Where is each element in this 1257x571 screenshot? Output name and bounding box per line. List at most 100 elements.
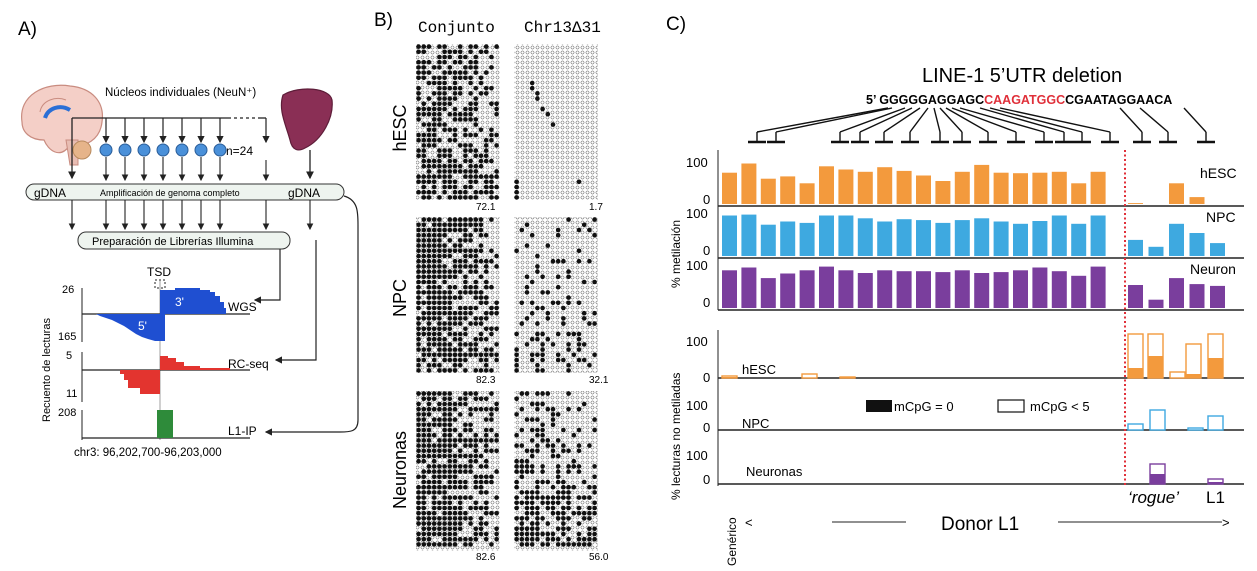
methylated-dot (416, 274, 421, 280)
methylated-dot (431, 521, 437, 526)
methylated-dot (437, 295, 442, 300)
meth-bar-neuron (1189, 284, 1205, 308)
methylated-dot (452, 269, 458, 274)
methylated-dot (592, 500, 597, 506)
methylated-dot (421, 300, 427, 306)
methylated-dot (426, 189, 432, 195)
methylated-dot (529, 357, 535, 363)
methylated-dot (447, 432, 453, 438)
methylated-dot (535, 253, 540, 259)
methylated-dot (431, 422, 437, 428)
methylated-dot (442, 427, 447, 433)
cpg-connector (979, 107, 1065, 133)
methylated-dot (457, 316, 463, 321)
methylated-dot (545, 243, 551, 248)
methylated-dot (426, 336, 432, 342)
methylated-dot (457, 331, 463, 337)
methylated-dot (457, 469, 463, 474)
seq-red: CAAGATGGC (984, 93, 1065, 107)
methylated-dot (545, 505, 551, 511)
methylated-dot (535, 510, 540, 516)
methylated-dot (437, 521, 442, 526)
methylated-dot (426, 531, 432, 537)
methylated-dot (468, 106, 473, 112)
methylated-dot (463, 443, 468, 448)
methylated-dot (489, 174, 494, 179)
methylated-dot (437, 248, 442, 254)
methylated-dot (457, 479, 463, 485)
methylated-dot (452, 516, 458, 521)
methylated-dot (447, 284, 453, 290)
methylated-dot (514, 184, 519, 190)
methylated-dot (483, 91, 489, 96)
methylated-dot (447, 174, 453, 179)
methylated-dot (431, 264, 437, 269)
methylated-dot (416, 443, 421, 448)
y-axis-read-count: Recuento de lecturas (41, 318, 53, 422)
methylated-dot (457, 396, 463, 402)
methylated-dot (529, 232, 535, 238)
methylated-dot (431, 352, 437, 358)
methylated-dot (426, 179, 432, 185)
methylated-dot (468, 232, 473, 238)
methylated-dot (571, 464, 577, 469)
methylated-dot (452, 310, 458, 316)
methylated-dot (550, 443, 556, 448)
unmethylated-bars (721, 333, 1224, 485)
methylated-dot (437, 316, 442, 321)
meth-bar-neuron (954, 270, 970, 308)
liver-icon (280, 88, 333, 151)
methylated-dot (426, 422, 432, 428)
meth-bar-hesc (838, 169, 854, 204)
methylated-dot (576, 531, 582, 537)
methylated-dot (550, 448, 556, 454)
cpg-connector (951, 107, 1017, 133)
methylated-dot (431, 174, 437, 179)
methylated-dot (431, 406, 437, 412)
methylated-dot (452, 264, 458, 269)
methylated-dot (535, 490, 540, 495)
methylated-dot (463, 258, 468, 264)
methylated-dot (457, 143, 463, 148)
methylated-dot (447, 269, 453, 274)
library-prep-label: Preparación de Librerías Illumina (92, 236, 254, 248)
methylated-dot (478, 490, 484, 495)
methylated-dot (463, 495, 468, 500)
tick-0-lower-3: 0 (703, 472, 710, 487)
nuclei-dots (99, 143, 227, 157)
seq-prefix: 5’ (866, 93, 876, 107)
methylated-dot (473, 479, 479, 485)
methylated-dot (555, 542, 561, 547)
methylated-dot (447, 505, 453, 511)
methylated-dot (431, 490, 437, 495)
methylated-dot (489, 474, 494, 480)
methylated-dot (437, 101, 442, 107)
methylated-dot (524, 516, 530, 521)
methylated-dot (545, 316, 551, 321)
methylated-dot (416, 75, 421, 81)
matrix-background (416, 44, 500, 200)
methylated-dot (442, 357, 447, 363)
methylated-dot (473, 70, 479, 75)
methylated-dot (494, 132, 499, 138)
methylated-dot (437, 352, 442, 358)
methylated-dot (540, 516, 545, 521)
methylated-dot (566, 269, 571, 274)
methylated-dot (473, 195, 479, 200)
methylated-dot (473, 526, 479, 532)
methylated-dot (540, 347, 545, 352)
methylated-dot (519, 391, 525, 396)
methylated-dot (457, 505, 463, 511)
methylated-dot (447, 521, 453, 526)
methylated-dot (489, 127, 494, 133)
methylated-dot (529, 85, 535, 91)
methylated-dot (463, 510, 468, 516)
methylated-dot (540, 542, 545, 547)
col-chr13: Chr13Δ31 (524, 19, 601, 37)
methylated-dot (452, 195, 458, 200)
y-unmeth-label: % lecturas no metiladas (669, 373, 683, 500)
methylated-dot (447, 331, 453, 337)
methylated-dot (437, 490, 442, 495)
methylated-dot (452, 59, 458, 65)
methylated-dot (555, 464, 561, 469)
